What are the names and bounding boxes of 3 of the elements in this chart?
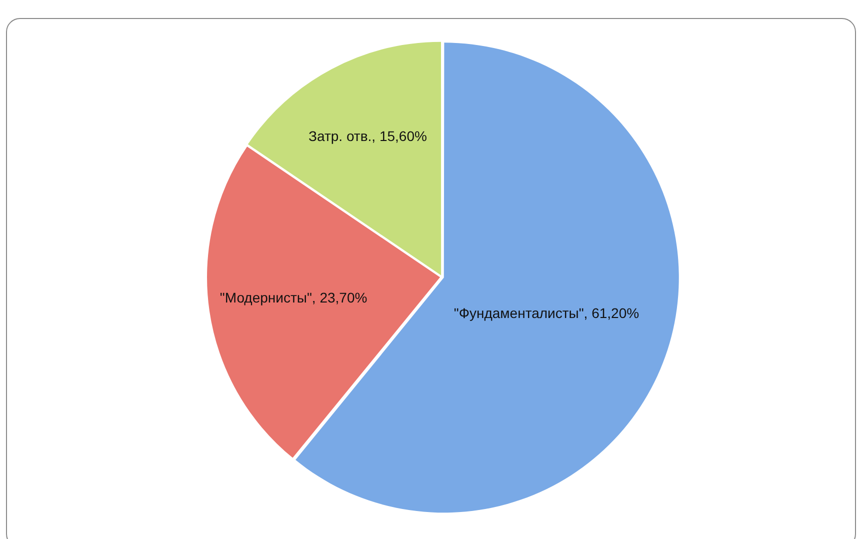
- slice-label: "Модернисты", 23,70%: [220, 290, 368, 306]
- slice-label: Затр. отв., 15,60%: [308, 128, 427, 144]
- slice-label: "Фундаменталисты", 61,20%: [454, 305, 640, 322]
